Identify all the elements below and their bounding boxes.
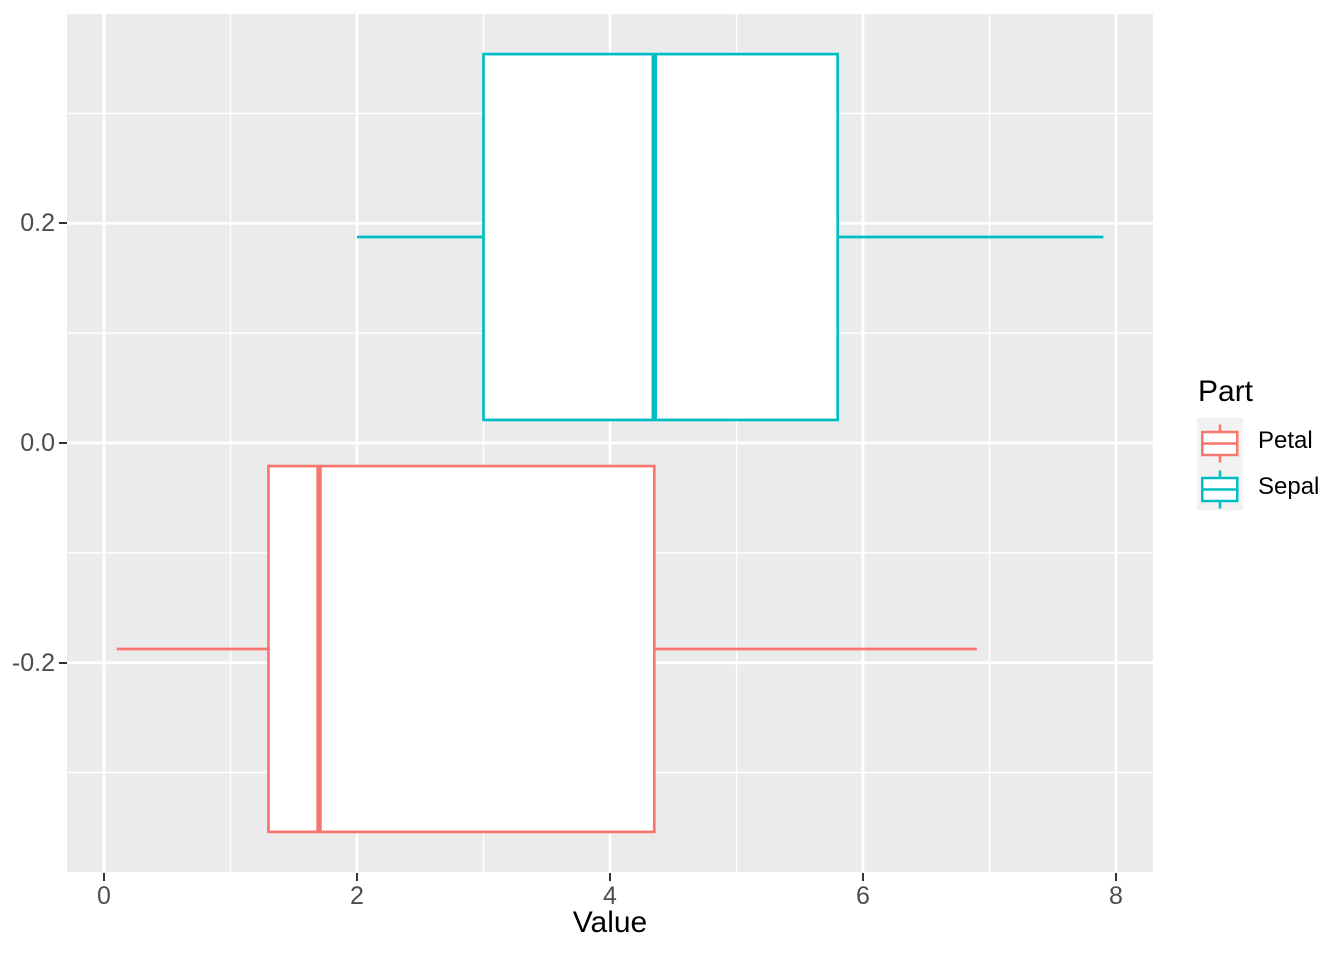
x-tick-label: 4 [603, 882, 617, 910]
x-tick-mark [861, 873, 864, 881]
y-tick-label: -0.2 [11, 648, 55, 677]
plot-area [67, 14, 1153, 872]
y-tick-mark [59, 442, 67, 444]
x-tick-mark [103, 873, 105, 881]
x-tick-mark [609, 873, 611, 881]
x-axis-title: Value [572, 906, 648, 939]
y-tick-mark [59, 222, 67, 225]
x-tick-label: 2 [350, 882, 364, 910]
y-tick-label: 0.2 [20, 209, 55, 238]
legend-label: Petal [1258, 427, 1313, 454]
boxplot-key-icon [1201, 424, 1239, 463]
x-tick-mark [1114, 873, 1117, 881]
legend-title: Part [1198, 375, 1254, 408]
x-tick-label: 0 [97, 882, 111, 910]
x-tick-label: 6 [856, 882, 870, 910]
y-tick-mark [59, 661, 67, 664]
plot-panel [67, 14, 1153, 872]
boxplot-box-petal [267, 464, 656, 834]
x-tick-mark [356, 873, 358, 881]
legend-label: Sepal [1258, 473, 1320, 500]
legend-key [1197, 464, 1243, 510]
legend-entries: Petal Sepal [1197, 418, 1319, 510]
legend: Part Petal Sepal [1197, 374, 1319, 510]
legend-key [1197, 418, 1243, 464]
legend-entry: Sepal [1197, 464, 1319, 510]
boxplot-key-icon [1201, 470, 1239, 509]
y-tick-label: 0.0 [20, 429, 55, 457]
boxplot-box-sepal [482, 52, 840, 422]
x-tick-label: 8 [1109, 882, 1123, 910]
legend-entry: Petal [1197, 418, 1319, 464]
